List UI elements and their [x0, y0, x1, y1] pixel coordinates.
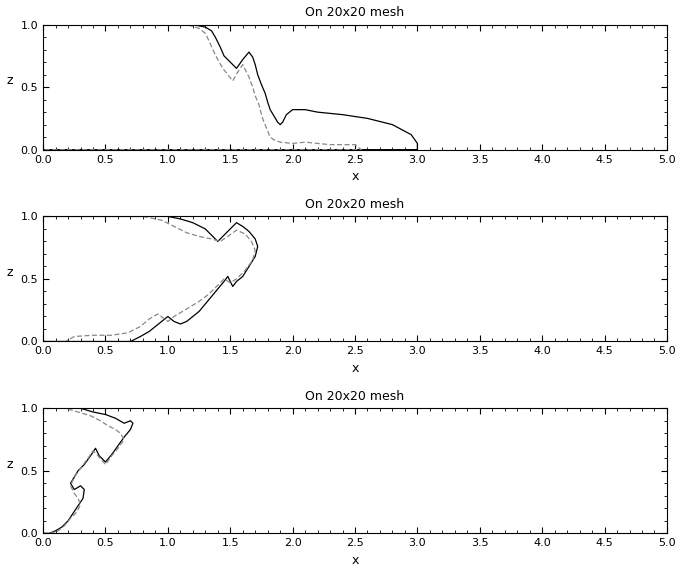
X-axis label: x: x — [351, 362, 359, 375]
X-axis label: x: x — [351, 170, 359, 183]
Y-axis label: z: z — [6, 266, 13, 279]
Title: On 20x20 mesh: On 20x20 mesh — [306, 390, 404, 403]
X-axis label: x: x — [351, 554, 359, 567]
Y-axis label: z: z — [6, 458, 13, 471]
Title: On 20x20 mesh: On 20x20 mesh — [306, 198, 404, 211]
Title: On 20x20 mesh: On 20x20 mesh — [306, 6, 404, 19]
Y-axis label: z: z — [6, 74, 13, 87]
